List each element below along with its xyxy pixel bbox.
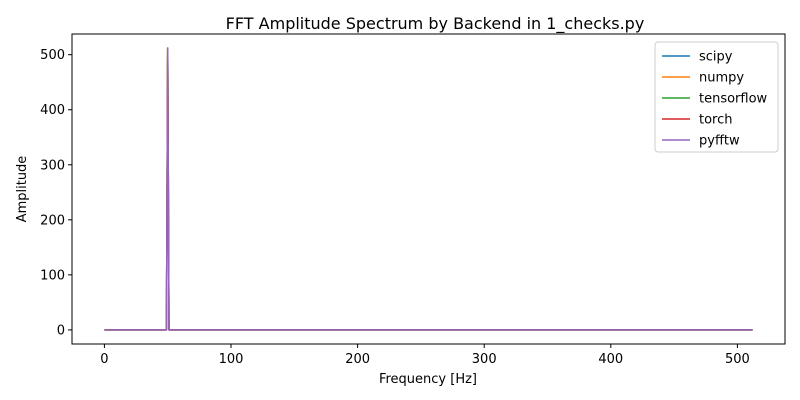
x-axis-ticks: 0 100 200 300 400 500 xyxy=(100,344,750,367)
x-tick-label: 500 xyxy=(725,352,750,367)
plot-frame xyxy=(71,33,786,345)
legend-box xyxy=(654,41,779,153)
legend-label-pyfftw: pyfftw xyxy=(699,134,740,149)
x-tick-label: 300 xyxy=(472,352,497,367)
legend-label-tensorflow: tensorflow xyxy=(699,92,768,107)
series-layer xyxy=(104,47,753,331)
legend-label-torch: torch xyxy=(699,113,733,128)
x-tick-label: 400 xyxy=(598,352,623,367)
x-tick-label: 0 xyxy=(100,352,108,367)
chart-title: FFT Amplitude Spectrum by Backend in 1_c… xyxy=(226,14,645,34)
legend: scipy numpy tensorflow torch pyfftw xyxy=(654,41,779,153)
legend-label-scipy: scipy xyxy=(699,50,733,65)
series-line-pyfftw xyxy=(104,47,753,331)
y-axis-label: Amplitude xyxy=(15,156,30,223)
y-tick-label: 200 xyxy=(40,213,65,228)
y-tick-label: 500 xyxy=(40,48,65,63)
y-tick-label: 400 xyxy=(40,103,65,118)
x-tick-label: 100 xyxy=(219,352,244,367)
legend-label-numpy: numpy xyxy=(699,71,744,86)
y-tick-label: 0 xyxy=(57,323,65,338)
x-tick-label: 200 xyxy=(345,352,370,367)
legend-items: scipy numpy tensorflow torch pyfftw xyxy=(662,50,768,149)
y-axis-ticks: 0 100 200 300 400 500 xyxy=(40,48,72,338)
y-tick-label: 100 xyxy=(40,268,65,283)
x-axis-label: Frequency [Hz] xyxy=(379,372,477,387)
y-tick-label: 300 xyxy=(40,158,65,173)
